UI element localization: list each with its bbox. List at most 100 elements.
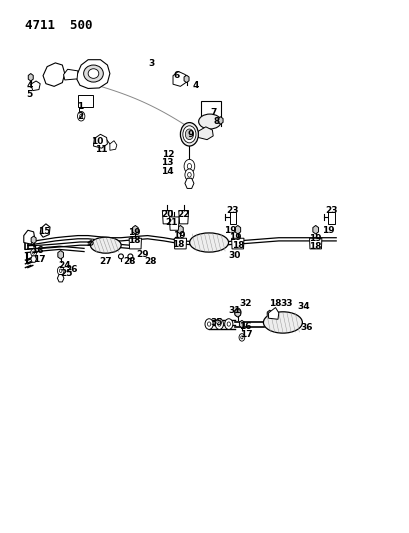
Circle shape <box>182 126 196 143</box>
Text: 23: 23 <box>324 206 337 215</box>
Text: 9: 9 <box>187 130 193 139</box>
Circle shape <box>32 251 35 254</box>
Polygon shape <box>43 63 65 86</box>
Circle shape <box>238 334 244 341</box>
Polygon shape <box>312 225 318 234</box>
Circle shape <box>79 114 83 118</box>
Polygon shape <box>234 225 240 234</box>
Polygon shape <box>28 74 33 81</box>
Circle shape <box>185 129 193 140</box>
Text: 31: 31 <box>228 306 240 314</box>
Text: 2: 2 <box>76 112 83 120</box>
Text: 3: 3 <box>148 60 155 68</box>
Text: 24: 24 <box>58 261 71 270</box>
Text: 7: 7 <box>209 109 216 117</box>
Text: 11: 11 <box>95 145 108 154</box>
Text: 19: 19 <box>224 226 236 235</box>
Polygon shape <box>267 310 272 318</box>
Text: 10: 10 <box>91 137 103 146</box>
Circle shape <box>227 322 230 326</box>
Circle shape <box>187 173 191 177</box>
Polygon shape <box>239 320 244 328</box>
Polygon shape <box>57 274 64 282</box>
Text: 36: 36 <box>300 324 312 332</box>
Polygon shape <box>173 71 186 86</box>
Text: 4: 4 <box>192 81 199 90</box>
Text: 4711  500: 4711 500 <box>25 19 92 31</box>
Polygon shape <box>24 230 35 244</box>
Text: 5: 5 <box>26 91 33 99</box>
Circle shape <box>224 319 232 329</box>
Ellipse shape <box>83 65 103 82</box>
Text: 18: 18 <box>172 240 184 248</box>
Text: 18: 18 <box>269 300 281 308</box>
Text: 28: 28 <box>144 257 157 265</box>
Circle shape <box>180 123 198 146</box>
Text: 18: 18 <box>308 242 320 251</box>
Circle shape <box>59 269 62 272</box>
Polygon shape <box>76 60 110 88</box>
Polygon shape <box>58 251 63 259</box>
Text: 17: 17 <box>33 255 45 264</box>
Polygon shape <box>229 212 236 224</box>
Text: 28: 28 <box>123 257 135 265</box>
Circle shape <box>59 276 62 280</box>
Circle shape <box>31 249 36 256</box>
Text: 35: 35 <box>210 318 222 327</box>
Circle shape <box>32 257 35 261</box>
FancyBboxPatch shape <box>78 95 93 107</box>
Circle shape <box>187 164 191 169</box>
FancyBboxPatch shape <box>200 101 220 117</box>
Circle shape <box>184 159 194 173</box>
Polygon shape <box>218 117 222 124</box>
Circle shape <box>215 319 223 329</box>
Polygon shape <box>184 178 193 189</box>
Text: 18: 18 <box>232 241 244 249</box>
Polygon shape <box>31 81 40 91</box>
Text: 8: 8 <box>213 117 219 126</box>
Polygon shape <box>178 211 188 224</box>
Polygon shape <box>327 212 334 224</box>
Text: 19: 19 <box>128 229 140 237</box>
Text: 29: 29 <box>136 251 148 259</box>
Polygon shape <box>234 309 240 317</box>
Text: 21: 21 <box>165 219 177 227</box>
Circle shape <box>187 181 191 186</box>
Text: 1: 1 <box>76 102 83 111</box>
Ellipse shape <box>88 69 99 78</box>
Ellipse shape <box>263 312 302 333</box>
Circle shape <box>184 169 193 181</box>
Text: 14: 14 <box>161 167 173 176</box>
Ellipse shape <box>198 114 221 129</box>
Polygon shape <box>93 134 107 148</box>
Text: 27: 27 <box>99 257 112 265</box>
Polygon shape <box>40 224 50 237</box>
Text: 23: 23 <box>226 206 238 215</box>
Text: 34: 34 <box>297 302 309 311</box>
Text: 6: 6 <box>173 71 179 80</box>
Polygon shape <box>31 256 36 262</box>
Circle shape <box>57 266 64 275</box>
Text: 26: 26 <box>65 265 78 274</box>
Circle shape <box>77 111 85 121</box>
Circle shape <box>207 322 210 326</box>
Polygon shape <box>169 217 179 230</box>
Circle shape <box>217 322 220 326</box>
Polygon shape <box>268 308 278 319</box>
Text: 19: 19 <box>308 234 320 243</box>
Circle shape <box>234 308 240 317</box>
Text: 15: 15 <box>38 227 50 236</box>
Text: 30: 30 <box>228 252 240 260</box>
Polygon shape <box>198 127 213 140</box>
Text: 19: 19 <box>229 233 241 241</box>
Polygon shape <box>174 238 186 249</box>
Text: 12: 12 <box>162 150 174 159</box>
Ellipse shape <box>189 233 228 252</box>
Polygon shape <box>231 238 243 249</box>
Polygon shape <box>162 211 172 224</box>
Polygon shape <box>309 238 321 249</box>
Text: 16: 16 <box>238 322 251 330</box>
Polygon shape <box>129 238 141 249</box>
Text: 25: 25 <box>60 270 72 278</box>
Text: 22: 22 <box>177 210 189 219</box>
